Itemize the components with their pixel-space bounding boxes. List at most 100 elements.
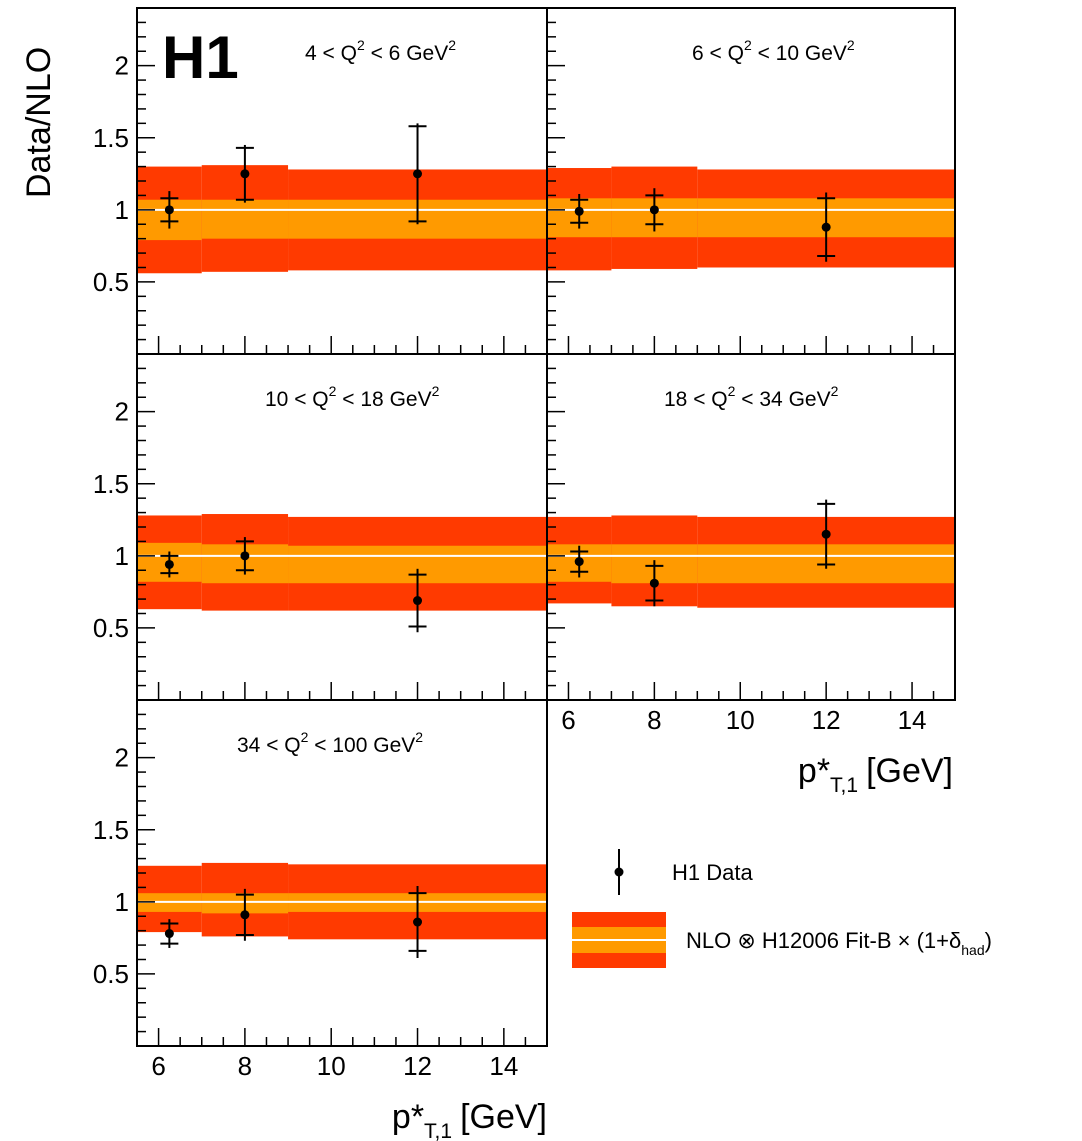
y-tick-label: 0.5 <box>93 613 129 643</box>
x-axis-title-right: p*T,1 [GeV] <box>798 752 953 797</box>
data-marker <box>240 551 250 561</box>
q2-label-part: 4 < Q <box>305 42 357 65</box>
x-axis-title-bottom: p*T,1 [GeV] <box>392 1098 547 1141</box>
y-axis-title: Data/NLO <box>20 47 58 198</box>
q2-label-part: 2 <box>448 37 456 53</box>
legend-band-label: NLO ⊗ H12006 Fit-B × (1+δhad) <box>686 928 992 958</box>
panel-q2-label: 10 < Q2 < 18 GeV2 <box>265 383 440 411</box>
x-axis-title-sub: T,1 <box>830 774 858 797</box>
data-marker <box>821 222 831 232</box>
q2-label-part: 2 <box>415 729 423 745</box>
y-tick-label: 1.5 <box>93 815 129 845</box>
x-tick-label: 10 <box>726 705 755 735</box>
data-marker <box>649 205 659 215</box>
y-tick-label: 1 <box>115 887 129 917</box>
x-axis-title-main: p* <box>392 1098 424 1136</box>
data-point <box>235 537 254 575</box>
data-marker <box>413 169 423 179</box>
panel-2: 6 < Q2 < 10 GeV2 <box>546 7 956 355</box>
q2-label-part: < 6 GeV <box>365 42 448 65</box>
y-tick-label: 1.5 <box>93 469 129 499</box>
data-marker <box>413 917 423 927</box>
data-marker <box>164 559 174 569</box>
legend-band-prefix: NLO ⊗ H12006 Fit-B × (1+δ <box>686 928 961 953</box>
data-point <box>570 545 589 578</box>
inner-band-bin <box>201 199 289 239</box>
x-tick-label: 12 <box>403 1051 432 1081</box>
panel-q2-label: 34 < Q2 < 100 GeV2 <box>237 729 423 757</box>
q2-label-part: 6 < Q <box>692 42 744 65</box>
data-point <box>160 191 179 229</box>
panel-q2-label: 4 < Q2 < 6 GeV2 <box>305 37 456 65</box>
panels-layer: 0.511.52 4 < Q2 < 6 GeV2 6 < Q2 < 10 GeV20… <box>93 7 956 1081</box>
q2-label-part: < 10 GeV <box>752 42 847 65</box>
x-axis-title-unit: [GeV] <box>866 752 953 790</box>
y-tick-label: 0.5 <box>93 959 129 989</box>
q2-label-part: 2 <box>357 37 365 53</box>
y-tick-label: 2 <box>115 743 129 773</box>
q2-label-part: 2 <box>329 383 337 399</box>
data-point <box>817 192 836 262</box>
x-tick-label: 6 <box>561 705 575 735</box>
y-tick-label: 1 <box>115 541 129 571</box>
data-marker <box>240 169 250 179</box>
data-point <box>160 919 179 948</box>
q2-label-part: < 34 GeV <box>735 388 830 411</box>
data-point <box>817 499 836 569</box>
legend-band-suffix: ) <box>985 928 992 953</box>
y-tick-label: 1 <box>115 195 129 225</box>
data-point <box>408 568 427 633</box>
x-axis-title-main: p* <box>798 752 830 790</box>
q2-label-part: 2 <box>301 729 309 745</box>
q2-label-part: 2 <box>744 37 752 53</box>
x-tick-label: 10 <box>317 1051 346 1081</box>
x-axis-title-sub: T,1 <box>424 1120 452 1141</box>
y-tick-label: 2 <box>115 397 129 427</box>
q2-label-part: 2 <box>728 383 736 399</box>
x-tick-label: 8 <box>238 1051 252 1081</box>
data-marker <box>164 929 174 939</box>
data-marker <box>164 205 174 215</box>
data-point <box>235 888 254 941</box>
y-tick-label: 2 <box>115 51 129 81</box>
data-marker <box>413 596 423 606</box>
q2-label-part: 2 <box>831 383 839 399</box>
data-marker <box>821 529 831 539</box>
panel-q2-label: 6 < Q2 < 10 GeV2 <box>692 37 855 65</box>
x-tick-label: 14 <box>898 705 927 735</box>
data-point <box>160 551 179 578</box>
x-tick-label: 6 <box>151 1051 165 1081</box>
q2-label-part: 2 <box>847 37 855 53</box>
q2-label-part: < 18 GeV <box>336 388 431 411</box>
y-tick-label: 0.5 <box>93 267 129 297</box>
data-point <box>408 885 427 959</box>
q2-label-part: 10 < Q <box>265 388 329 411</box>
data-marker <box>649 578 659 588</box>
q2-label-part: 2 <box>432 383 440 399</box>
data-point <box>645 188 664 232</box>
x-tick-label: 14 <box>489 1051 518 1081</box>
data-point <box>570 193 589 229</box>
legend: H1 Data NLO ⊗ H12006 Fit-B × (1+δhad) <box>572 849 992 968</box>
legend-point <box>614 867 624 877</box>
q2-label-part: < 100 GeV <box>308 734 415 757</box>
x-axis-title-unit: [GeV] <box>460 1098 547 1136</box>
q2-label-part: 34 < Q <box>237 734 301 757</box>
legend-band-swatch <box>572 912 666 968</box>
x-tick-label: 8 <box>647 705 661 735</box>
data-marker <box>574 557 584 567</box>
x-tick-label: 12 <box>812 705 841 735</box>
panel-1: 0.511.52 4 < Q2 < 6 GeV2 <box>93 7 548 355</box>
data-marker <box>240 910 250 920</box>
data-point <box>645 560 664 607</box>
legend-band-sub: had <box>961 942 984 958</box>
legend-data-label: H1 Data <box>672 860 753 885</box>
data-point <box>408 123 427 225</box>
panel-q2-label: 18 < Q2 < 34 GeV2 <box>664 383 839 411</box>
legend-data-marker <box>614 849 624 895</box>
q2-label-part: 18 < Q <box>664 388 728 411</box>
data-marker <box>574 206 584 216</box>
